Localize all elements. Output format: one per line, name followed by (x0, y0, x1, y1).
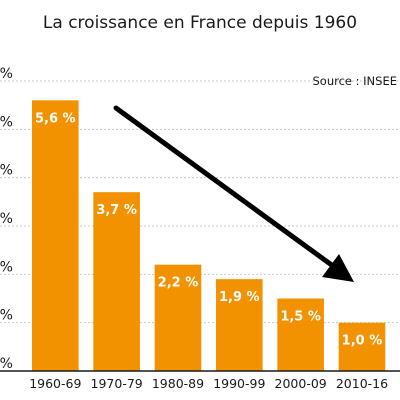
chart-title: La croissance en France depuis 1960 (43, 13, 357, 33)
y-tick-label: 4 % (0, 163, 13, 179)
x-tick-label: 1990-99 (213, 376, 265, 391)
value-labels: 5,6 % 3,7 % 2,2 % 1,9 % 1,5 % 1,0 % (35, 111, 382, 348)
value-label: 3,7 % (96, 203, 137, 218)
y-axis-labels: 0 % 1 % 2 % 3 % 4 % 5 % 6 % (0, 66, 13, 372)
y-tick-label: 5 % (0, 114, 13, 130)
x-tick-label: 2000-09 (275, 376, 327, 391)
y-tick-label: 2 % (0, 259, 13, 275)
y-tick-label: 6 % (0, 66, 13, 82)
x-tick-label: 1980-89 (152, 376, 204, 391)
bar-1990-99 (216, 279, 263, 371)
y-tick-label: 3 % (0, 211, 13, 227)
bars (32, 100, 386, 371)
bar-2000-09 (277, 298, 324, 371)
bar-1970-79 (93, 192, 140, 371)
value-label: 5,6 % (35, 111, 76, 126)
y-tick-label: 0 % (0, 356, 13, 372)
y-tick-label: 1 % (0, 308, 13, 324)
bar-1980-89 (154, 264, 202, 371)
value-label: 2,2 % (158, 276, 199, 291)
value-label: 1,5 % (280, 310, 321, 325)
trend-arrow (113, 105, 354, 282)
x-axis-labels: 1960-69 1970-79 1980-89 1990-99 2000-09 2010-… (29, 376, 388, 391)
source-label: Source : INSEE (312, 74, 397, 88)
bar-1960-69 (32, 100, 79, 371)
value-label: 1,0 % (342, 334, 383, 349)
value-label: 1,9 % (219, 290, 260, 305)
bar-2010-16 (338, 322, 386, 371)
x-tick-label: 2010-16 (336, 376, 388, 391)
x-tick-label: 1970-79 (91, 376, 143, 391)
x-tick-label: 1960-69 (29, 376, 81, 391)
